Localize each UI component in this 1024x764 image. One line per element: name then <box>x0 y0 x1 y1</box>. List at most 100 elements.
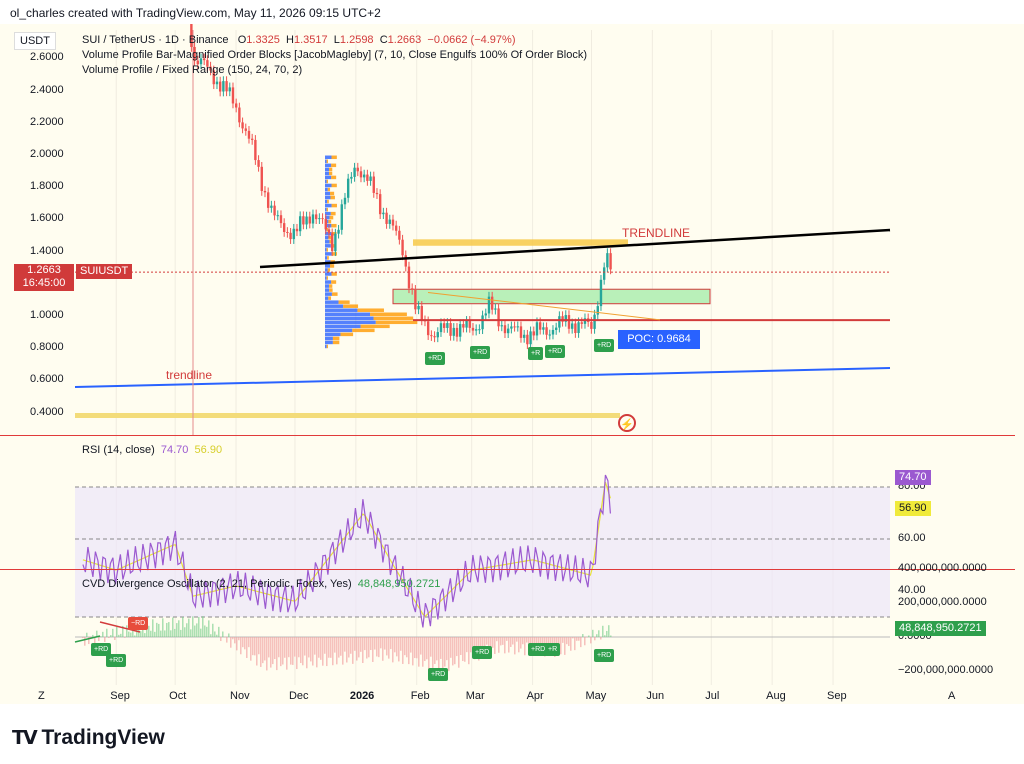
candle-body <box>561 316 564 322</box>
candle-body <box>490 296 494 310</box>
cvd-tick: 400,000,000.0000 <box>898 562 987 574</box>
volume-bar-up <box>325 203 332 208</box>
candle <box>497 303 500 332</box>
candle <box>593 309 596 334</box>
volume-bar-down <box>370 312 407 316</box>
candle-body <box>494 308 497 310</box>
candle-body <box>305 216 308 225</box>
candle <box>410 283 414 295</box>
candle-body <box>478 329 481 331</box>
candle <box>567 310 571 334</box>
volume-bar-down <box>327 199 329 204</box>
candle-body <box>247 130 251 139</box>
candle-body <box>199 58 203 65</box>
volume-bar-down <box>330 264 335 268</box>
volume-bar-down <box>330 191 335 196</box>
volume-bar-up <box>325 292 332 296</box>
candle-body <box>420 305 423 321</box>
cvd-tick: 200,000,000.0000 <box>898 596 987 608</box>
live-bolt-icon[interactable]: ⚡ <box>618 414 636 432</box>
volume-bar-up <box>325 159 327 164</box>
candle-body <box>334 233 337 252</box>
cvd-legend[interactable]: CVD Divergence Oscillator (2, 21, Period… <box>82 578 440 590</box>
time-label: Dec <box>288 690 309 702</box>
candle-body <box>196 60 199 65</box>
candle <box>490 291 494 315</box>
candle-body <box>340 204 343 230</box>
volume-bar-up <box>325 272 332 276</box>
pane-divider-1[interactable] <box>0 435 1015 436</box>
zoom-left-button[interactable]: Z <box>38 690 45 702</box>
candle-body <box>474 329 478 331</box>
volume-bar-down <box>343 304 359 308</box>
candle-body <box>292 228 295 240</box>
candle-body <box>401 239 404 256</box>
candle <box>247 126 251 144</box>
volume-bar-down <box>329 167 333 172</box>
chart-svg[interactable] <box>0 24 1024 704</box>
candle <box>350 172 353 184</box>
candle <box>494 303 497 315</box>
candle-body <box>337 229 340 234</box>
volume-bar-down <box>331 203 337 208</box>
volume-bar-up <box>325 300 339 304</box>
candle-body <box>548 334 551 336</box>
volume-bar-up <box>325 336 333 341</box>
volume-bar-up <box>325 340 333 345</box>
candle <box>225 76 228 97</box>
candle <box>478 324 481 335</box>
volume-bar-down <box>331 183 337 188</box>
legend-high: 1.3517 <box>294 34 328 46</box>
candle <box>606 248 609 273</box>
divergence-tag: +RD <box>472 646 493 659</box>
candle <box>506 323 510 338</box>
volume-bar-up <box>325 179 327 184</box>
candle <box>401 234 404 261</box>
candlestick-series <box>75 24 890 350</box>
candle <box>250 133 254 145</box>
candle <box>327 224 331 239</box>
candle-body <box>356 167 359 172</box>
rsi-legend[interactable]: RSI (14, close) 74.70 56.90 <box>82 444 222 456</box>
legend-indicator-2[interactable]: Volume Profile / Fixed Range (150, 24, 7… <box>82 64 303 76</box>
candle-body <box>452 327 455 336</box>
candle <box>260 161 263 196</box>
candle <box>199 53 203 70</box>
price-tick: 1.8000 <box>30 180 64 193</box>
candle <box>430 330 433 341</box>
candle-body <box>577 322 580 334</box>
bottom-order-block <box>75 413 620 418</box>
candle <box>484 308 487 321</box>
candle-body <box>362 174 366 178</box>
candle-body <box>574 323 577 334</box>
candle-body <box>234 103 238 108</box>
legend-indicator-1[interactable]: Volume Profile Bar-Magnified Order Block… <box>82 49 588 61</box>
candle-body <box>276 215 279 217</box>
volume-bar-down <box>329 284 333 288</box>
candle <box>433 331 436 343</box>
candle-body <box>468 320 471 328</box>
candle-body <box>526 334 529 345</box>
candle <box>356 162 359 177</box>
candle <box>458 319 462 342</box>
candle-body <box>458 324 462 337</box>
candle <box>500 320 503 332</box>
pane-divider-2[interactable] <box>0 569 1015 570</box>
candle-body <box>465 320 468 328</box>
volume-bar-up <box>325 328 353 333</box>
candle <box>314 209 318 224</box>
candle-body <box>266 192 270 208</box>
quote-unit-button[interactable]: USDT <box>14 32 56 50</box>
candle-body <box>238 107 241 123</box>
legend-symbol[interactable]: SUI / TetherUS · 1D · Binance <box>82 34 229 46</box>
cvd-divergence-line <box>99 621 141 633</box>
volume-bar-down <box>331 280 337 284</box>
volume-bar-up <box>325 155 332 160</box>
cvd-badge: 48,848,950.2721 <box>895 621 986 636</box>
auto-scale-button[interactable]: A <box>948 690 956 702</box>
candle-body <box>404 255 407 267</box>
legend-ohlc: SUI / TetherUS · 1D · Binance O1.3325 H1… <box>82 34 516 46</box>
volume-bar-up <box>325 248 327 252</box>
price-tick: 0.8000 <box>30 341 64 354</box>
candle-body <box>254 139 257 161</box>
